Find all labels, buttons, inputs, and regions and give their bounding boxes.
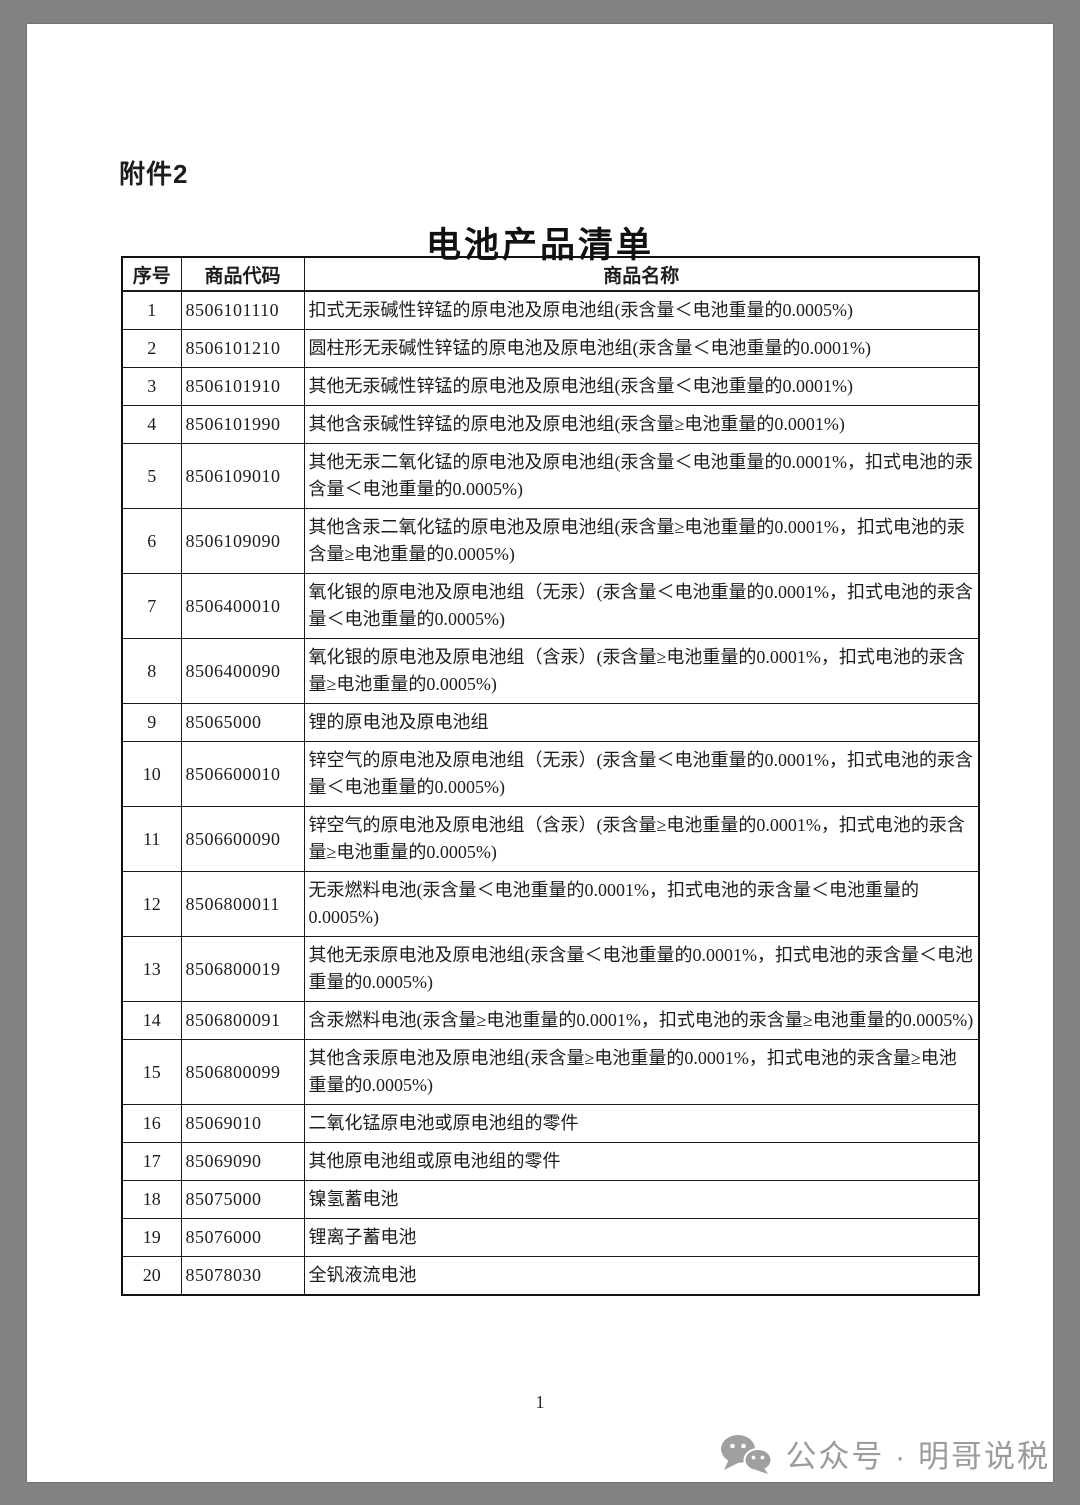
table-row: 7 8506400010 氧化银的原电池及原电池组（无汞）(汞含量＜电池重量的0.0… xyxy=(121,573,980,639)
row-serial: 19 xyxy=(121,1218,182,1257)
row-name: 镍氢蓄电池 xyxy=(303,1180,980,1219)
row-code: 85065000 xyxy=(180,703,305,742)
row-name: 锂离子蓄电池 xyxy=(303,1218,980,1257)
table-row: 4 8506101990 其他含汞碱性锌锰的原电池及原电池组(汞含量≥电池重量的0.… xyxy=(121,405,980,444)
row-serial: 15 xyxy=(121,1039,182,1105)
table-row: 16 85069010 二氧化锰原电池或原电池组的零件 xyxy=(121,1104,980,1143)
row-name: 扣式无汞碱性锌锰的原电池及原电池组(汞含量＜电池重量的0.0005%) xyxy=(303,290,980,330)
row-serial: 1 xyxy=(121,290,182,330)
row-serial: 3 xyxy=(121,367,182,406)
row-name: 无汞燃料电池(汞含量＜电池重量的0.0001%，扣式电池的汞含量＜电池重量的0.… xyxy=(303,871,980,937)
table-row: 5 8506109010 其他无汞二氧化锰的原电池及原电池组(汞含量＜电池重量的0.… xyxy=(121,443,980,509)
table-row: 10 8506600010 锌空气的原电池及原电池组（无汞）(汞含量＜电池重量的0.… xyxy=(121,741,980,807)
row-serial: 12 xyxy=(121,871,182,937)
header-product-name: 商品名称 xyxy=(303,256,980,292)
row-code: 85076000 xyxy=(180,1218,305,1257)
table-row: 19 85076000 锂离子蓄电池 xyxy=(121,1218,980,1257)
row-code: 8506800099 xyxy=(180,1039,305,1105)
row-name: 其他无汞二氧化锰的原电池及原电池组(汞含量＜电池重量的0.0001%，扣式电池的… xyxy=(303,443,980,509)
row-name: 全钒液流电池 xyxy=(303,1256,980,1296)
row-code: 8506800019 xyxy=(180,936,305,1002)
watermark: 公众号 · 明哥说税 xyxy=(719,1434,1050,1474)
row-code: 8506600010 xyxy=(180,741,305,807)
row-code: 85069010 xyxy=(180,1104,305,1143)
row-name: 圆柱形无汞碱性锌锰的原电池及原电池组(汞含量＜电池重量的0.0001%) xyxy=(303,329,980,368)
document-page: 附件2 电池产品清单 序号 商品代码 商品名称 1 8506101110 扣式无汞碱… xyxy=(27,24,1053,1482)
row-serial: 8 xyxy=(121,638,182,704)
attachment-label: 附件2 xyxy=(119,159,189,189)
row-serial: 5 xyxy=(121,443,182,509)
row-code: 8506600090 xyxy=(180,806,305,872)
header-serial-number: 序号 xyxy=(121,256,182,292)
table-row: 2 8506101210 圆柱形无汞碱性锌锰的原电池及原电池组(汞含量＜电池重量的0… xyxy=(121,329,980,368)
table-row: 18 85075000 镍氢蓄电池 xyxy=(121,1180,980,1219)
row-serial: 9 xyxy=(121,703,182,742)
row-code: 8506800011 xyxy=(180,871,305,937)
table-row: 1 8506101110 扣式无汞碱性锌锰的原电池及原电池组(汞含量＜电池重量的0.… xyxy=(121,290,980,330)
row-serial: 20 xyxy=(121,1256,182,1296)
row-code: 8506109010 xyxy=(180,443,305,509)
row-name: 锌空气的原电池及原电池组（含汞）(汞含量≥电池重量的0.0001%，扣式电池的汞… xyxy=(303,806,980,872)
row-name: 锌空气的原电池及原电池组（无汞）(汞含量＜电池重量的0.0001%，扣式电池的汞… xyxy=(303,741,980,807)
row-name: 二氧化锰原电池或原电池组的零件 xyxy=(303,1104,980,1143)
table-row: 15 8506800099 其他含汞原电池及原电池组(汞含量≥电池重量的0.0001… xyxy=(121,1039,980,1105)
row-name: 锂的原电池及原电池组 xyxy=(303,703,980,742)
table-row: 3 8506101910 其他无汞碱性锌锰的原电池及原电池组(汞含量＜电池重量的0.… xyxy=(121,367,980,406)
row-name: 其他含汞原电池及原电池组(汞含量≥电池重量的0.0001%，扣式电池的汞含量≥电… xyxy=(303,1039,980,1105)
row-name: 含汞燃料电池(汞含量≥电池重量的0.0001%，扣式电池的汞含量≥电池重量的0.… xyxy=(303,1001,980,1040)
watermark-text: 公众号 · 明哥说税 xyxy=(785,1439,1050,1474)
row-name: 氧化银的原电池及原电池组（无汞）(汞含量＜电池重量的0.0001%，扣式电池的汞… xyxy=(303,573,980,639)
table-row: 20 85078030 全钒液流电池 xyxy=(121,1256,980,1296)
row-code: 8506109090 xyxy=(180,508,305,574)
row-code: 85069090 xyxy=(180,1142,305,1181)
row-code: 8506400090 xyxy=(180,638,305,704)
row-name: 其他含汞二氧化锰的原电池及原电池组(汞含量≥电池重量的0.0001%，扣式电池的… xyxy=(303,508,980,574)
table-row: 11 8506600090 锌空气的原电池及原电池组（含汞）(汞含量≥电池重量的0.… xyxy=(121,806,980,872)
row-code: 8506101110 xyxy=(180,290,305,330)
row-code: 8506101990 xyxy=(180,405,305,444)
wechat-icon xyxy=(721,1435,773,1474)
table-row: 8 8506400090 氧化银的原电池及原电池组（含汞）(汞含量≥电池重量的0.0… xyxy=(121,638,980,704)
table-row: 6 8506109090 其他含汞二氧化锰的原电池及原电池组(汞含量≥电池重量的0.… xyxy=(121,508,980,574)
row-serial: 11 xyxy=(121,806,182,872)
row-code: 85078030 xyxy=(180,1256,305,1296)
row-serial: 2 xyxy=(121,329,182,368)
row-serial: 17 xyxy=(121,1142,182,1181)
row-name: 其他无汞原电池及原电池组(汞含量＜电池重量的0.0001%，扣式电池的汞含量＜电… xyxy=(303,936,980,1002)
row-code: 8506800091 xyxy=(180,1001,305,1040)
row-code: 8506101210 xyxy=(180,329,305,368)
row-serial: 18 xyxy=(121,1180,182,1219)
row-name: 其他含汞碱性锌锰的原电池及原电池组(汞含量≥电池重量的0.0001%) xyxy=(303,405,980,444)
row-serial: 6 xyxy=(121,508,182,574)
table-row: 14 8506800091 含汞燃料电池(汞含量≥电池重量的0.0001%，扣式电池… xyxy=(121,1001,980,1040)
battery-products-table: 序号 商品代码 商品名称 1 8506101110 扣式无汞碱性锌锰的原电池及原电池… xyxy=(121,256,980,1296)
page-number: 1 xyxy=(535,1392,545,1412)
row-name: 其他原电池组或原电池组的零件 xyxy=(303,1142,980,1181)
row-serial: 10 xyxy=(121,741,182,807)
header-product-code: 商品代码 xyxy=(180,256,305,292)
row-serial: 7 xyxy=(121,573,182,639)
row-serial: 4 xyxy=(121,405,182,444)
row-serial: 13 xyxy=(121,936,182,1002)
table-row: 9 85065000 锂的原电池及原电池组 xyxy=(121,703,980,742)
table-row: 12 8506800011 无汞燃料电池(汞含量＜电池重量的0.0001%，扣式电池… xyxy=(121,871,980,937)
table-row: 17 85069090 其他原电池组或原电池组的零件 xyxy=(121,1142,980,1181)
row-code: 85075000 xyxy=(180,1180,305,1219)
row-code: 8506101910 xyxy=(180,367,305,406)
row-serial: 16 xyxy=(121,1104,182,1143)
row-serial: 14 xyxy=(121,1001,182,1040)
row-name: 其他无汞碱性锌锰的原电池及原电池组(汞含量＜电池重量的0.0001%) xyxy=(303,367,980,406)
row-code: 8506400010 xyxy=(180,573,305,639)
row-name: 氧化银的原电池及原电池组（含汞）(汞含量≥电池重量的0.0001%，扣式电池的汞… xyxy=(303,638,980,704)
table-row: 13 8506800019 其他无汞原电池及原电池组(汞含量＜电池重量的0.0001… xyxy=(121,936,980,1002)
table-header-row: 序号 商品代码 商品名称 xyxy=(121,256,980,292)
